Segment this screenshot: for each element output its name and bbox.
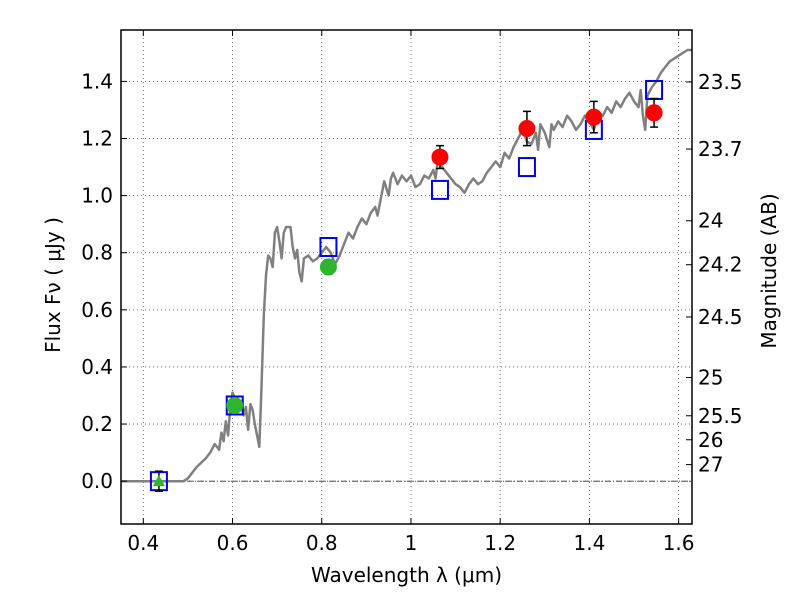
y2-tick-label: 25.5 bbox=[698, 404, 743, 428]
y2-tick-label: 24 bbox=[698, 209, 723, 233]
y2-tick-label: 27 bbox=[698, 453, 723, 477]
x-tick-label: 0.8 bbox=[306, 531, 338, 555]
model-flux-square bbox=[517, 157, 536, 178]
secondary-y-axis-title: Magnitude (AB) bbox=[757, 193, 781, 348]
y-tick-label: 0.2 bbox=[81, 412, 113, 436]
upper-limit-marker bbox=[152, 475, 165, 487]
y-tick-label: 0.8 bbox=[81, 241, 113, 265]
x-tick-label: 1.4 bbox=[573, 531, 605, 555]
spectrum-layer bbox=[121, 48, 692, 483]
tick-layer: 0.4 0.6 0.8 1 1.2 1.4 1.6 0.0 0.2 0.4 0.6 0.8 1.0 1.2… bbox=[81, 30, 743, 555]
observed-flux-point bbox=[585, 108, 603, 126]
observed-flux-point bbox=[431, 148, 449, 166]
y2-tick-label: 23.7 bbox=[698, 137, 743, 161]
x-axis-title: Wavelength λ (μm) bbox=[311, 563, 502, 587]
observed-flux-point bbox=[645, 104, 663, 122]
y-tick-label: 1.0 bbox=[81, 184, 113, 208]
y2-tick-label: 25 bbox=[698, 366, 723, 390]
model-flux-square bbox=[319, 237, 338, 258]
y-tick-label: 1.2 bbox=[81, 127, 113, 151]
plot-frame bbox=[120, 29, 693, 525]
observed-flux-point bbox=[319, 258, 337, 276]
y-tick-label: 1.4 bbox=[81, 69, 113, 93]
model-spectrum-line bbox=[121, 48, 692, 483]
grid-layer bbox=[121, 30, 692, 524]
y2-tick-label: 24.2 bbox=[698, 253, 743, 277]
x-tick-label: 0.6 bbox=[217, 531, 249, 555]
x-tick-label: 1.2 bbox=[484, 531, 516, 555]
y-tick-label: 0.6 bbox=[81, 298, 113, 322]
observed-flux-point bbox=[518, 120, 536, 138]
y2-tick-label: 23.5 bbox=[698, 70, 743, 94]
model-flux-square bbox=[430, 179, 449, 200]
x-tick-label: 0.4 bbox=[127, 531, 159, 555]
x-tick-label: 1 bbox=[405, 531, 418, 555]
y-axis-title: Flux Fν ( μJy ) bbox=[41, 217, 65, 353]
observed-flux-point bbox=[226, 396, 244, 414]
y-tick-label: 0.4 bbox=[81, 355, 113, 379]
marker-layer bbox=[149, 79, 664, 492]
x-tick-label: 1.6 bbox=[663, 531, 695, 555]
y2-tick-label: 26 bbox=[698, 428, 723, 452]
y2-tick-label: 24.5 bbox=[698, 305, 743, 329]
y-tick-label: 0.0 bbox=[81, 469, 113, 493]
